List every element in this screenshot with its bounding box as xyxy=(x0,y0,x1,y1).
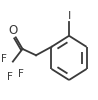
Text: F: F xyxy=(1,55,7,64)
Text: O: O xyxy=(9,24,18,37)
Text: F: F xyxy=(18,69,24,79)
Text: I: I xyxy=(67,11,71,21)
Text: F: F xyxy=(7,72,13,82)
